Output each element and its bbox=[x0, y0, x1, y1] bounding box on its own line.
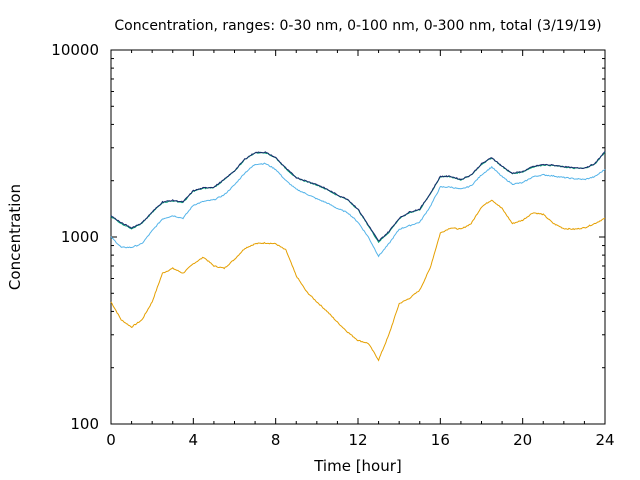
x-tick-label: 8 bbox=[271, 431, 281, 449]
series-layer bbox=[110, 151, 606, 362]
axis-ticks: 0 4 8 12 16 20 24 100 1000 10000 bbox=[51, 41, 614, 449]
y-tick-label: 10000 bbox=[51, 41, 99, 59]
x-tick-label: 12 bbox=[348, 431, 367, 449]
series-line-2 bbox=[110, 162, 606, 258]
x-tick-label: 20 bbox=[513, 431, 532, 449]
x-tick-label: 24 bbox=[595, 431, 614, 449]
x-axis-label: Time [hour] bbox=[313, 457, 402, 475]
y-tick-label: 100 bbox=[70, 415, 99, 433]
x-tick-label: 16 bbox=[431, 431, 450, 449]
y-axis-label: Concentration bbox=[6, 184, 24, 290]
series-line-4 bbox=[110, 151, 606, 242]
x-tick-label: 4 bbox=[189, 431, 199, 449]
chart-title: Concentration, ranges: 0-30 nm, 0-100 nm… bbox=[114, 18, 601, 34]
plot-frame bbox=[110, 49, 606, 425]
series-line-3 bbox=[110, 151, 606, 244]
series-line-1 bbox=[110, 199, 606, 362]
x-tick-label: 0 bbox=[106, 431, 116, 449]
y-tick-label: 1000 bbox=[61, 228, 99, 246]
